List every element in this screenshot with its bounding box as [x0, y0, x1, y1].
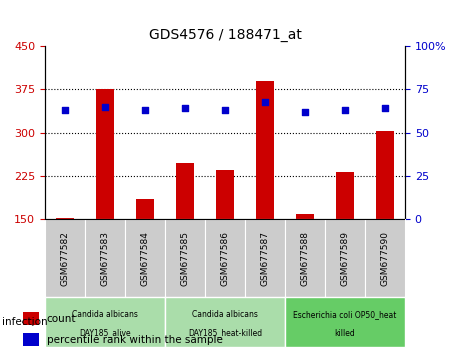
Bar — [165, 219, 205, 297]
Bar — [56, 218, 74, 219]
Text: GSM677583: GSM677583 — [100, 231, 109, 286]
Bar — [22, 333, 39, 346]
Point — [261, 99, 269, 104]
Text: GSM677590: GSM677590 — [381, 231, 390, 286]
Bar — [376, 131, 394, 219]
Text: GSM677588: GSM677588 — [301, 231, 310, 286]
Bar — [285, 219, 325, 297]
Bar — [205, 219, 245, 297]
Bar — [256, 81, 274, 219]
Text: killed: killed — [335, 329, 356, 338]
Title: GDS4576 / 188471_at: GDS4576 / 188471_at — [148, 28, 302, 42]
Text: DAY185_alive: DAY185_alive — [79, 329, 131, 338]
Point — [101, 104, 108, 110]
Bar — [285, 297, 405, 347]
Text: percentile rank within the sample: percentile rank within the sample — [47, 335, 223, 345]
Text: GSM677586: GSM677586 — [220, 231, 230, 286]
Bar — [45, 297, 165, 347]
Text: Candida albicans: Candida albicans — [192, 310, 258, 319]
Point — [181, 105, 189, 111]
Bar — [96, 89, 114, 219]
Bar — [45, 219, 85, 297]
Text: infection: infection — [2, 317, 48, 327]
Text: GSM677584: GSM677584 — [140, 231, 149, 286]
Text: GSM677589: GSM677589 — [341, 231, 350, 286]
Bar — [22, 312, 39, 325]
Point — [141, 107, 149, 113]
Text: Escherichia coli OP50_heat: Escherichia coli OP50_heat — [293, 310, 397, 319]
Bar — [176, 163, 194, 219]
Bar — [85, 219, 125, 297]
Text: GSM677587: GSM677587 — [261, 231, 270, 286]
Bar — [136, 199, 154, 219]
Text: count: count — [47, 314, 76, 324]
Bar — [365, 219, 405, 297]
Point — [382, 105, 389, 111]
Bar — [336, 172, 354, 219]
Text: GSM677582: GSM677582 — [60, 231, 69, 286]
Bar — [296, 214, 314, 219]
Bar — [325, 219, 365, 297]
Text: Candida albicans: Candida albicans — [72, 310, 138, 319]
Point — [342, 107, 349, 113]
Point — [61, 107, 68, 113]
Bar — [165, 297, 285, 347]
Bar — [216, 170, 234, 219]
Bar — [125, 219, 165, 297]
Text: DAY185_heat-killed: DAY185_heat-killed — [188, 329, 262, 338]
Bar — [245, 219, 285, 297]
Text: GSM677585: GSM677585 — [180, 231, 189, 286]
Point — [302, 109, 309, 115]
Point — [221, 107, 229, 113]
